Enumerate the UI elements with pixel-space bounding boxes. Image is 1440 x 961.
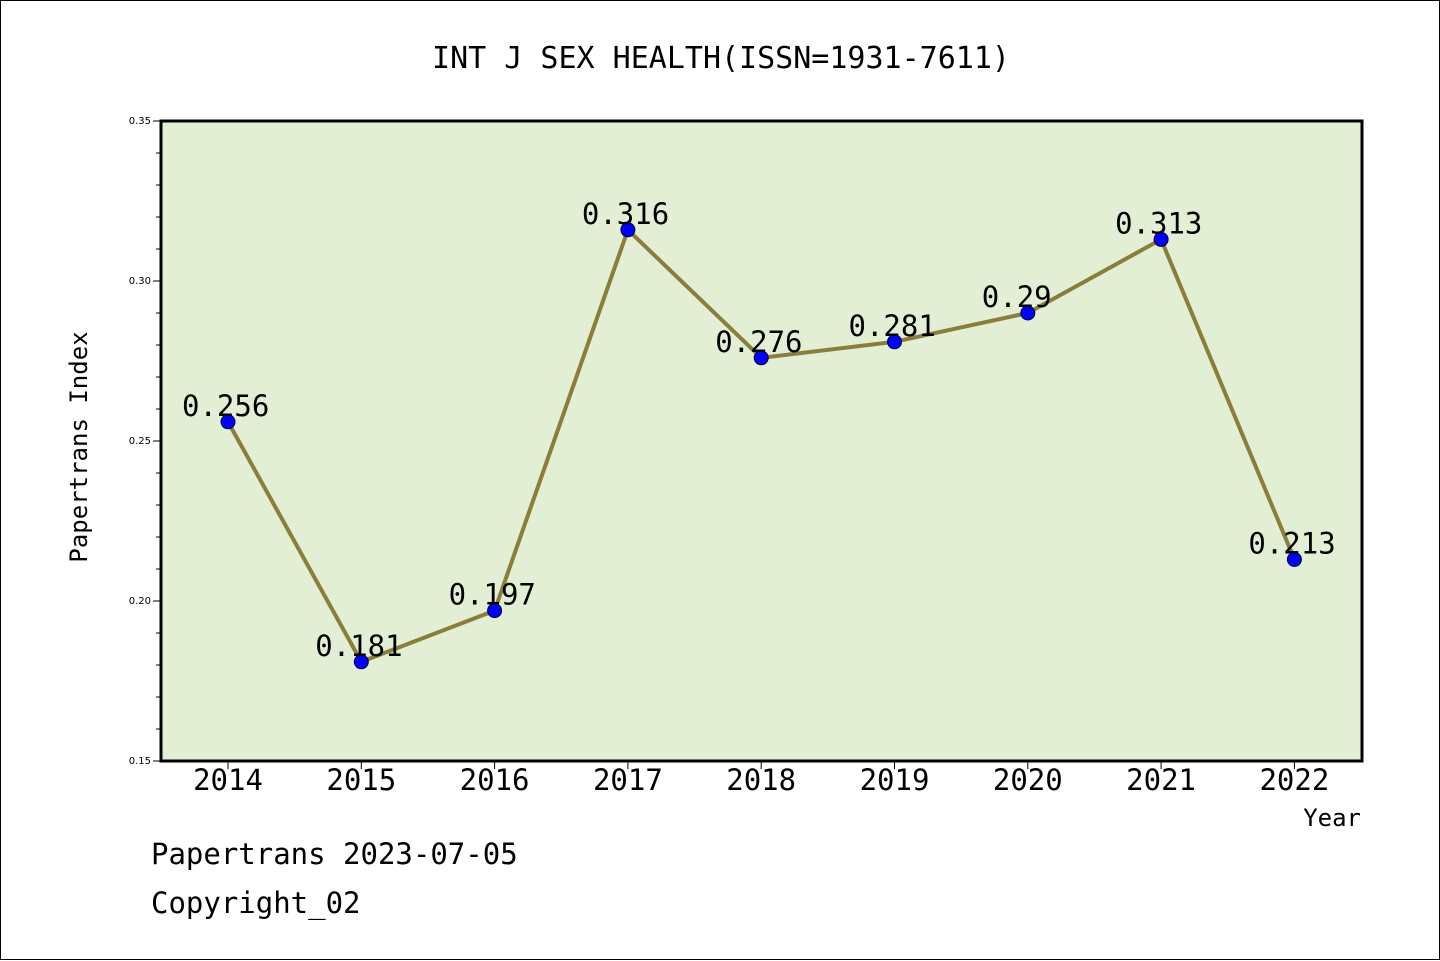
y-tick-label: 0.30 [129,276,151,287]
footer-date-text: Papertrans 2023-07-05 [151,837,518,871]
data-label: 0.256 [182,389,269,423]
y-axis-label: Papertrans Index [65,331,93,562]
data-point [753,350,769,366]
data-point [353,654,369,670]
x-tick-label: 2021 [1126,763,1196,797]
data-label: 0.181 [315,629,402,663]
chart-title: INT J SEX HEALTH(ISSN=1931-7611) [432,41,1010,76]
x-axis: 2014 2015 2016 2017 2018 2019 2020 2021 2022 [193,761,1329,797]
x-tick-label: 2022 [1259,763,1329,797]
x-tick-label: 2015 [326,763,396,797]
x-tick-label: 2019 [860,763,930,797]
series-layer: 0.256 0.181 0.197 0.316 0.276 0.281 0.29 0.313 0… [182,197,1336,670]
data-label: 0.316 [582,197,669,231]
data-label: 0.313 [1115,206,1202,240]
data-label: 0.29 [982,280,1052,314]
data-label: 0.213 [1248,526,1335,560]
x-tick-label: 2018 [726,763,796,797]
data-label: 0.281 [849,309,936,343]
data-point [1020,305,1036,321]
data-point [1153,231,1169,247]
x-tick-label: 2020 [993,763,1063,797]
data-point [487,603,503,619]
y-tick-label: 0.25 [129,436,151,447]
x-tick-label: 2017 [593,763,663,797]
y-tick-label: 0.15 [129,756,151,767]
x-axis-label: Year [1303,804,1361,832]
data-label: 0.197 [449,578,536,612]
y-tick-label: 0.35 [129,116,151,127]
data-point [1286,551,1302,567]
data-point [220,414,236,430]
x-tick-label: 2016 [460,763,530,797]
x-tick-label: 2014 [193,763,263,797]
y-axis: 0.15 0.20 0.25 0.30 0.35 [129,116,161,767]
footer-copyright-text: Copyright_02 [151,886,361,920]
data-point [620,222,636,238]
data-label: 0.276 [715,325,802,359]
data-point [887,334,902,350]
y-tick-label: 0.20 [129,596,151,607]
